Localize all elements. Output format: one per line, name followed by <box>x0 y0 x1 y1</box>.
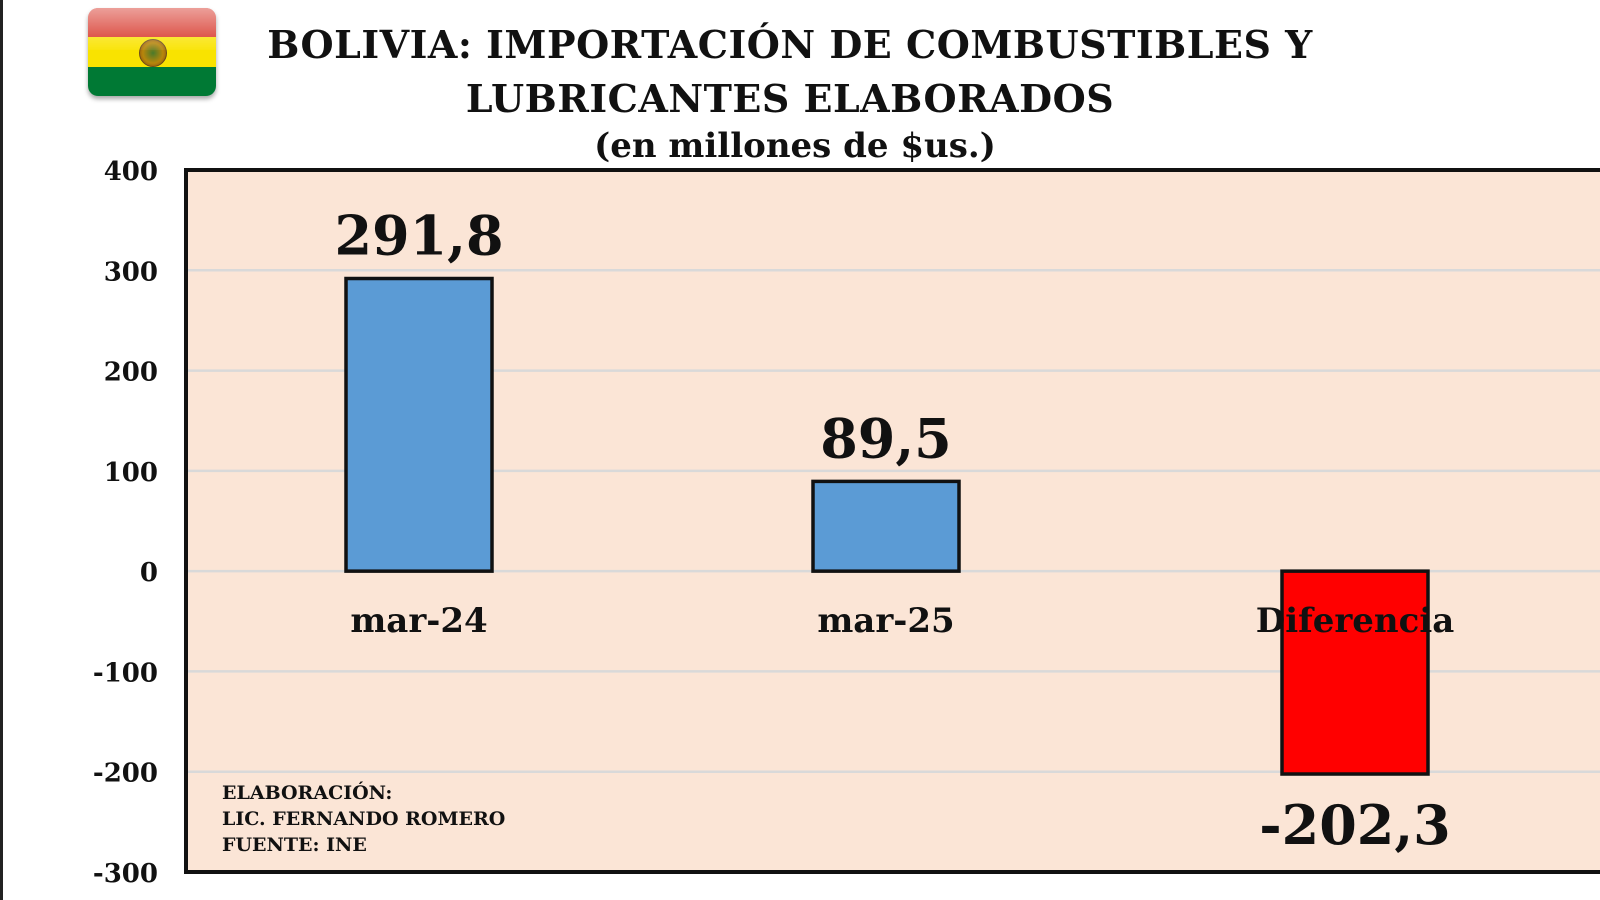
flag-gloss <box>88 8 216 51</box>
x-category-label: Diferencia <box>1256 601 1455 641</box>
y-tick-label: 400 <box>104 157 158 187</box>
credit-line-source: FUENTE: INE <box>222 834 367 856</box>
x-category-label: mar-24 <box>350 601 487 641</box>
y-tick-label: 200 <box>104 358 158 388</box>
bar-mar-25 <box>811 479 961 573</box>
y-tick-label: -200 <box>93 759 158 789</box>
data-label: 89,5 <box>820 406 952 470</box>
y-tick-label: -100 <box>93 658 158 688</box>
bolivia-flag-icon <box>88 8 216 96</box>
y-tick-label: 0 <box>140 558 158 588</box>
plot-border <box>184 168 1600 874</box>
credit-line-elaboracion: ELABORACIÓN: <box>222 782 393 804</box>
chart-title-line-2: LUBRICANTES ELABORADOS <box>465 76 1115 121</box>
data-label: 291,8 <box>334 204 503 268</box>
bar-diferencia <box>1280 569 1430 776</box>
flag-green-stripe <box>88 66 216 96</box>
y-tick-label: -300 <box>93 859 158 889</box>
y-tick-label: 300 <box>104 257 158 287</box>
y-tick-label: 100 <box>104 458 158 488</box>
left-border <box>0 0 3 900</box>
chart-subtitle: (en millones de $us.) <box>594 126 996 166</box>
credits-block: ELABORACIÓN: LIC. FERNANDO ROMERO FUENTE… <box>222 780 505 858</box>
x-category-label: mar-25 <box>817 601 954 641</box>
chart-title-line-1: BOLIVIA: IMPORTACIÓN DE COMBUSTIBLES Y <box>267 22 1313 67</box>
bar-mar-24 <box>344 276 494 573</box>
credit-line-author: LIC. FERNANDO ROMERO <box>222 808 506 830</box>
data-label: -202,3 <box>1259 793 1451 857</box>
